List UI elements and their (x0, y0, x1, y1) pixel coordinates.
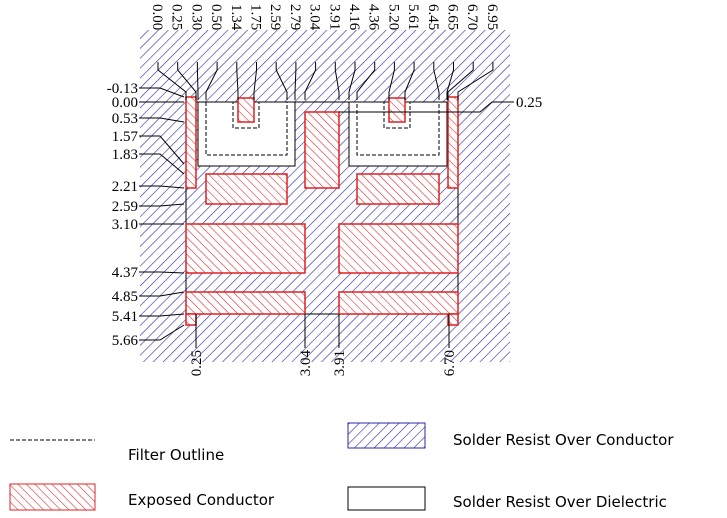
left-dimension: 5.41 (112, 309, 138, 325)
package-outline (185, 101, 459, 315)
leader-line (139, 117, 185, 123)
bottom-dimension: 0.25 (189, 350, 205, 376)
top-dimension: 6.45 (425, 4, 441, 30)
exposed-pad-hatch (237, 97, 255, 123)
left-dimension: 2.59 (112, 199, 138, 215)
top-dimension: 6.65 (445, 4, 461, 30)
exposed-pad-hatch (185, 223, 306, 274)
legend-label: Solder Resist Over Dielectric (453, 493, 667, 511)
top-dimension: 3.04 (307, 4, 323, 31)
leader-line (253, 62, 257, 100)
leader-line (294, 62, 297, 100)
exposed-pad-hatch (205, 173, 288, 205)
leader-line (236, 62, 239, 100)
leader-line (334, 62, 340, 100)
left-dimension: 0.00 (112, 95, 138, 111)
exposed-pad-hatch (304, 111, 340, 189)
leader-line (139, 87, 185, 98)
top-dimension: 0.25 (169, 4, 185, 30)
leader-line (205, 62, 218, 100)
leader-line (388, 62, 395, 100)
leader-line (304, 62, 317, 100)
left-dimension: 2.21 (112, 179, 138, 195)
top-dimension: 2.79 (287, 4, 303, 30)
left-dimension: 1.57 (112, 129, 139, 145)
leader-line (139, 313, 185, 317)
left-dimension: 4.85 (112, 289, 138, 305)
exposed-pad-hatch (338, 291, 459, 315)
bottom-dimension: 3.04 (298, 350, 314, 377)
leader-line (433, 62, 440, 100)
left-dimension: 0.53 (112, 111, 138, 127)
top-dimension: 3.91 (326, 4, 342, 30)
exposed-pad-hatch (388, 97, 406, 123)
leader-line (139, 135, 185, 165)
top-dimension: 5.61 (405, 4, 421, 30)
dimension-labels: 0.00 0.25 0.30 0.50 1.34 1.75 2.59 2.79 3.04 3.91… (107, 4, 543, 376)
leader-line (447, 62, 474, 100)
leader-line (348, 62, 356, 100)
top-dimension: 2.59 (267, 4, 283, 30)
bottom-dimension: 3.91 (332, 350, 348, 376)
top-dimension: 0.30 (188, 4, 204, 30)
top-dimension: 0.00 (149, 4, 165, 30)
exposed-pad-hatch (185, 313, 197, 326)
exposed-pad-hatch (185, 291, 306, 315)
leader-line (177, 62, 197, 100)
leader-line (404, 62, 415, 100)
legend-label: Exposed Conductor (128, 491, 275, 509)
filter-outline (356, 101, 440, 156)
exposed-pad-hatch (447, 96, 459, 189)
leader-line (457, 62, 494, 100)
exposed-pad-hatch (447, 313, 459, 326)
top-dimension: 1.75 (248, 4, 264, 30)
leader-line (157, 62, 187, 100)
exposed-pad-hatch (338, 223, 459, 274)
filter-outline (205, 101, 288, 156)
top-dimension: 4.36 (366, 4, 382, 31)
leader-line (196, 62, 199, 100)
exposed-pad-hatch (185, 96, 197, 189)
leader-line (339, 101, 514, 113)
leader-line (275, 62, 288, 100)
geometry (140, 30, 510, 362)
left-dimension: -0.13 (107, 81, 138, 97)
legend-dielectric-swatch (347, 486, 426, 511)
top-dimension: 0.50 (208, 4, 224, 30)
top-dimension: 5.20 (385, 4, 401, 30)
top-dimension: 1.34 (228, 4, 244, 31)
bottom-dimension: 6.70 (442, 350, 458, 376)
left-dimension: 4.37 (112, 265, 139, 281)
leader-line (356, 62, 376, 100)
leader-line (139, 271, 185, 274)
leader-line (139, 324, 185, 341)
top-dimension: 6.95 (484, 4, 500, 30)
legend-label: Solder Resist Over Conductor (453, 431, 674, 449)
left-dimension: 5.66 (112, 333, 139, 349)
legend: Filter Outline Solder Resist Over Conduc… (9, 422, 674, 511)
legend-exposed-swatch (9, 483, 96, 511)
leader-line (139, 203, 185, 207)
legend-label: Filter Outline (128, 446, 224, 464)
right-dimension: 0.25 (516, 95, 542, 111)
left-dimension: 3.10 (112, 217, 138, 233)
leader-line (446, 62, 454, 100)
leader-line (139, 153, 185, 175)
top-dimension: 4.16 (346, 4, 362, 31)
leader-line (139, 185, 185, 189)
exposed-pad-hatch (356, 173, 440, 205)
left-dimension: 1.83 (112, 147, 138, 163)
legend-conductor-swatch (347, 422, 426, 449)
top-dimension: 6.70 (464, 4, 480, 30)
leader-line (139, 291, 185, 297)
